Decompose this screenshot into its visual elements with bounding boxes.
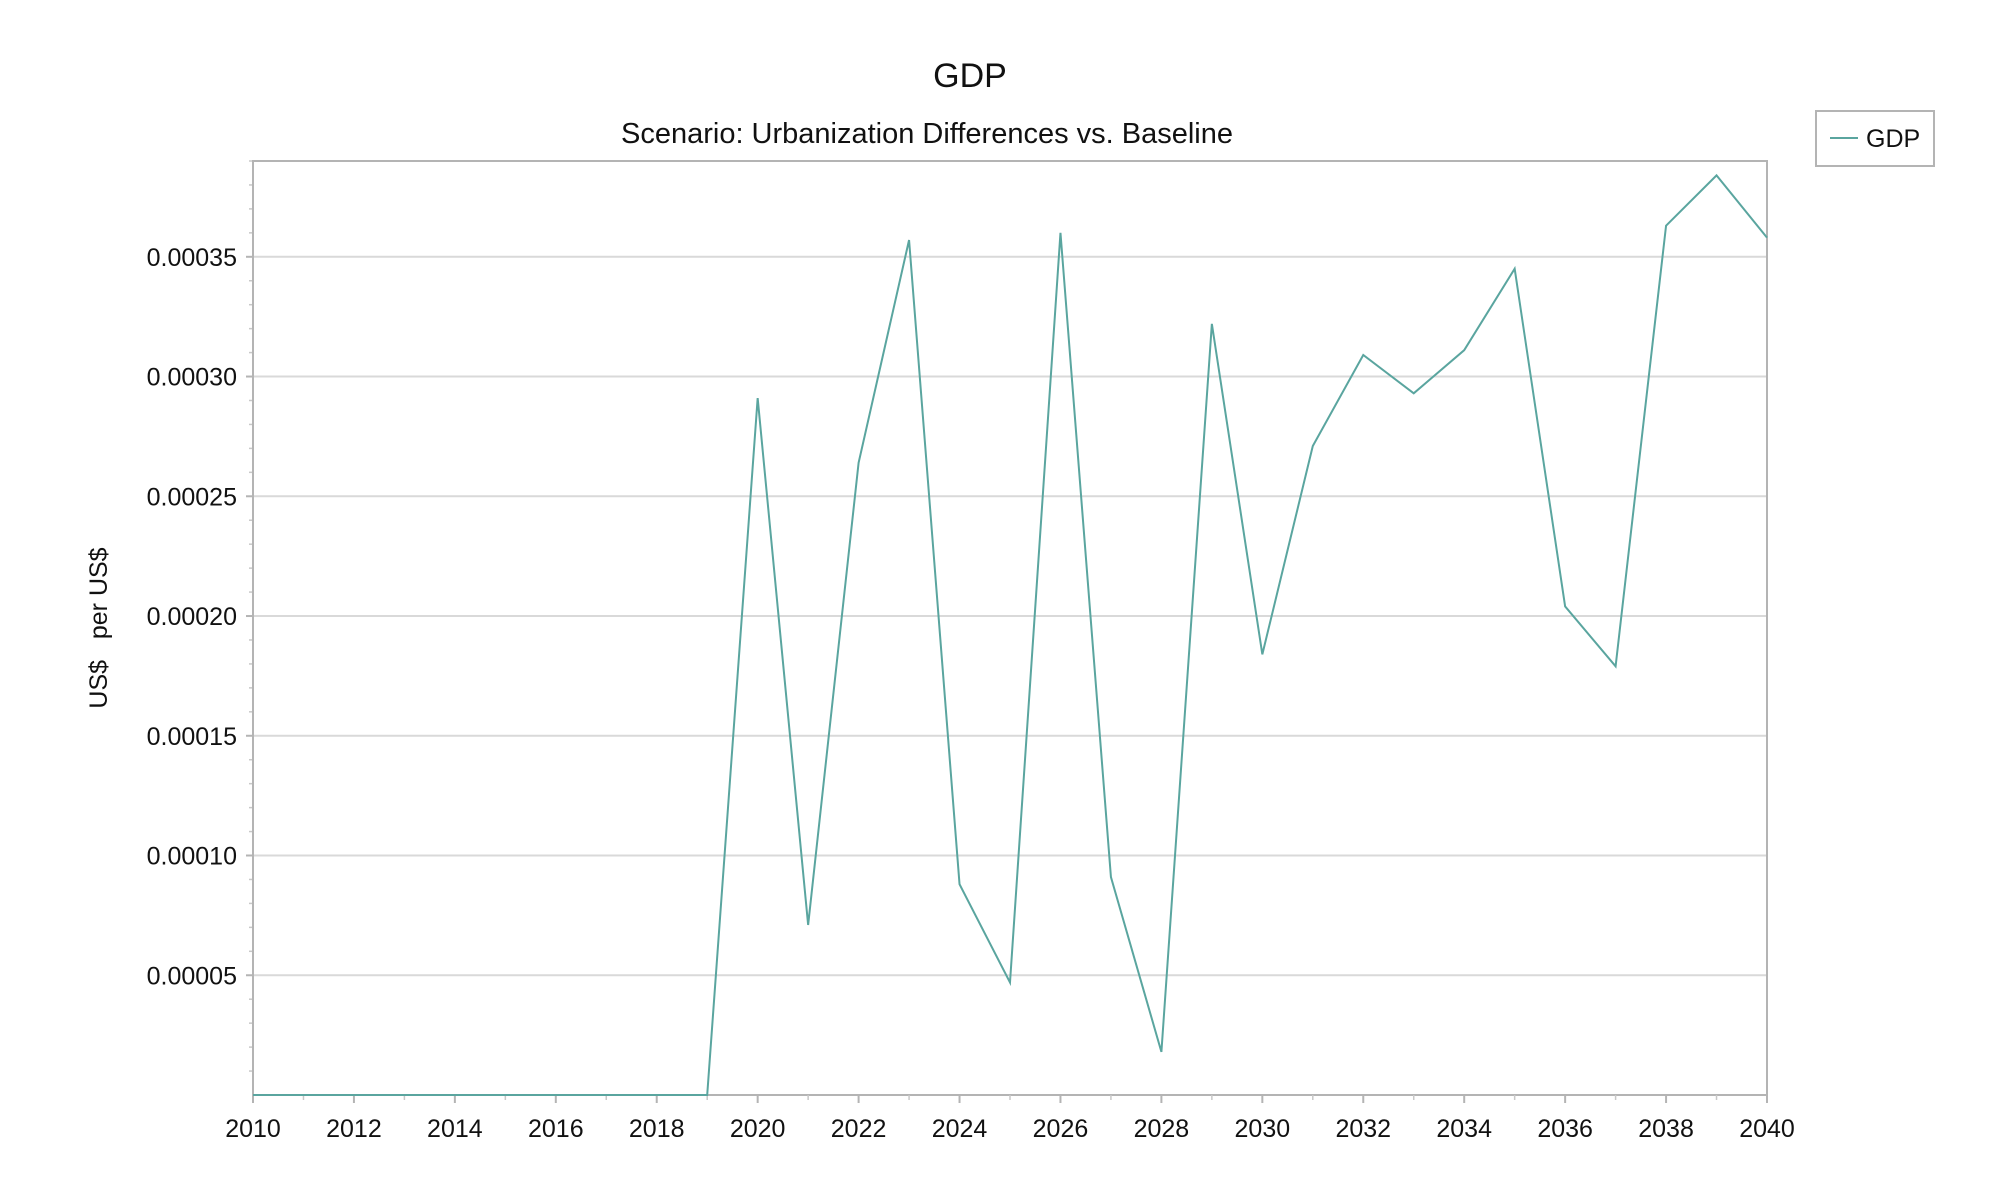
chart-subtitle: Scenario: Urbanization Differences vs. B…: [621, 118, 1233, 150]
legend: GDP: [1815, 110, 1935, 167]
series-line-gdp: [253, 173, 1768, 1096]
x-tick-label: 2030: [1235, 1115, 1291, 1143]
data-point: [1009, 981, 1011, 983]
data-point: [504, 1094, 506, 1096]
data-point: [908, 239, 910, 241]
data-point: [1615, 665, 1617, 667]
data-point: [1413, 392, 1415, 394]
y-tick-label: 0.00005: [147, 962, 237, 990]
x-tick-label: 2038: [1638, 1115, 1694, 1143]
data-point: [858, 462, 860, 464]
data-point: [959, 883, 961, 885]
data-point: [555, 1094, 557, 1096]
data-point: [1211, 323, 1213, 325]
x-tick-label: 2028: [1134, 1115, 1190, 1143]
x-tick-label: 2040: [1739, 1115, 1795, 1143]
data-point: [1059, 232, 1061, 234]
data-point: [353, 1094, 355, 1096]
data-point: [1261, 653, 1263, 655]
y-tick-label: 0.00035: [147, 244, 237, 272]
data-point: [605, 1094, 607, 1096]
data-point: [1362, 354, 1364, 356]
x-tick-label: 2018: [629, 1115, 685, 1143]
x-tick-label: 2024: [932, 1115, 988, 1143]
data-point: [656, 1094, 658, 1096]
data-point: [1716, 174, 1718, 176]
x-tick-label: 2016: [528, 1115, 584, 1143]
data-point: [1564, 605, 1566, 607]
data-point: [1766, 237, 1768, 239]
data-point: [706, 1094, 708, 1096]
data-point: [757, 397, 759, 399]
x-axis: 2010 2012 2014 2016 2018 2020 2022 2024 2026 2028…: [225, 1095, 1795, 1143]
x-tick-label: 2020: [730, 1115, 786, 1143]
data-point: [807, 924, 809, 926]
data-point: [1160, 1051, 1162, 1053]
legend-label-gdp: GDP: [1866, 125, 1920, 153]
y-axis: 0.00005 0.00010 0.00015 0.00020 0.00025 0.000…: [147, 244, 253, 990]
y-tick-label: 0.00010: [147, 843, 237, 871]
gridlines: [253, 255, 1767, 977]
x-tick-label: 2012: [326, 1115, 382, 1143]
chart-title: GDP: [933, 57, 1007, 95]
data-point: [302, 1094, 304, 1096]
x-tick-label: 2014: [427, 1115, 483, 1143]
y-tick-label: 0.00015: [147, 723, 237, 751]
x-tick-label: 2036: [1537, 1115, 1593, 1143]
data-point: [252, 1094, 254, 1096]
y-tick-label: 0.00025: [147, 483, 237, 511]
data-point: [454, 1094, 456, 1096]
x-tick-label: 2034: [1436, 1115, 1492, 1143]
y-tick-label: 0.00020: [147, 603, 237, 631]
plot-area-frame: [252, 160, 1768, 1096]
data-point: [403, 1094, 405, 1096]
data-point: [1110, 876, 1112, 878]
x-tick-label: 2026: [1033, 1115, 1089, 1143]
y-tick-label: 0.00030: [147, 364, 237, 392]
x-tick-label: 2022: [831, 1115, 887, 1143]
y-axis-label: US$ per US$: [85, 547, 113, 708]
data-point: [1312, 445, 1314, 447]
x-tick-label: 2032: [1335, 1115, 1391, 1143]
series-layer: [252, 173, 1768, 1096]
data-point: [1463, 349, 1465, 351]
data-point: [1514, 268, 1516, 270]
x-tick-label: 2010: [225, 1115, 281, 1143]
data-point: [1665, 225, 1667, 227]
